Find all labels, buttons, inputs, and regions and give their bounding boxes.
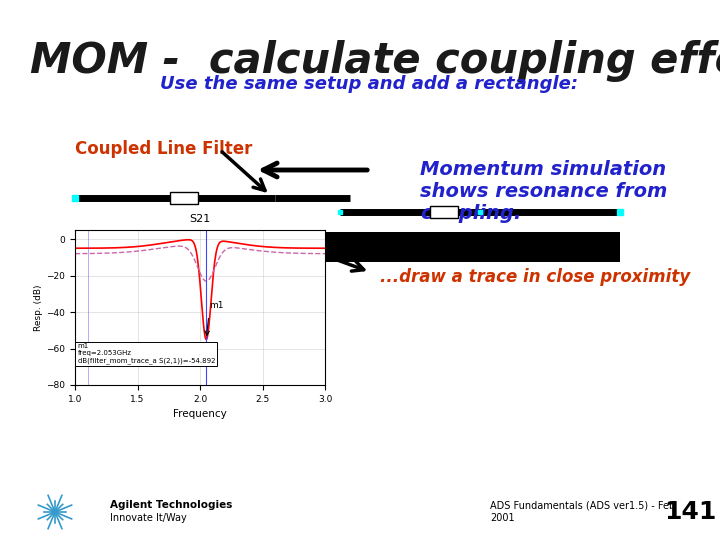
Bar xyxy=(75,232,620,262)
X-axis label: Frequency: Frequency xyxy=(173,409,227,419)
Text: 2001: 2001 xyxy=(490,513,515,523)
Text: ...draw a trace in close proximity: ...draw a trace in close proximity xyxy=(380,268,690,286)
Text: MOM -  calculate coupling effects: MOM - calculate coupling effects xyxy=(30,40,720,82)
Text: ADS Fundamentals (ADS ver1.5) - Feb: ADS Fundamentals (ADS ver1.5) - Feb xyxy=(490,500,675,510)
Text: m1: m1 xyxy=(209,301,223,310)
Text: Use the same setup and add a rectangle:: Use the same setup and add a rectangle: xyxy=(160,75,578,93)
Y-axis label: Resp. (dB): Resp. (dB) xyxy=(35,284,43,330)
Text: Innovate It/Way: Innovate It/Way xyxy=(110,513,186,523)
Text: Momentum simulation
shows resonance from
coupling.: Momentum simulation shows resonance from… xyxy=(420,160,667,223)
Text: Agilent Technologies: Agilent Technologies xyxy=(110,500,233,510)
Bar xyxy=(170,192,198,204)
Bar xyxy=(430,206,458,218)
Title: S21: S21 xyxy=(189,214,211,224)
Text: Coupled Line Filter: Coupled Line Filter xyxy=(75,140,253,158)
Text: m1
freq=2.053GHz
dB(filter_mom_trace_a S(2,1))=-54.892: m1 freq=2.053GHz dB(filter_mom_trace_a S… xyxy=(78,343,215,364)
Text: 141: 141 xyxy=(664,500,716,524)
